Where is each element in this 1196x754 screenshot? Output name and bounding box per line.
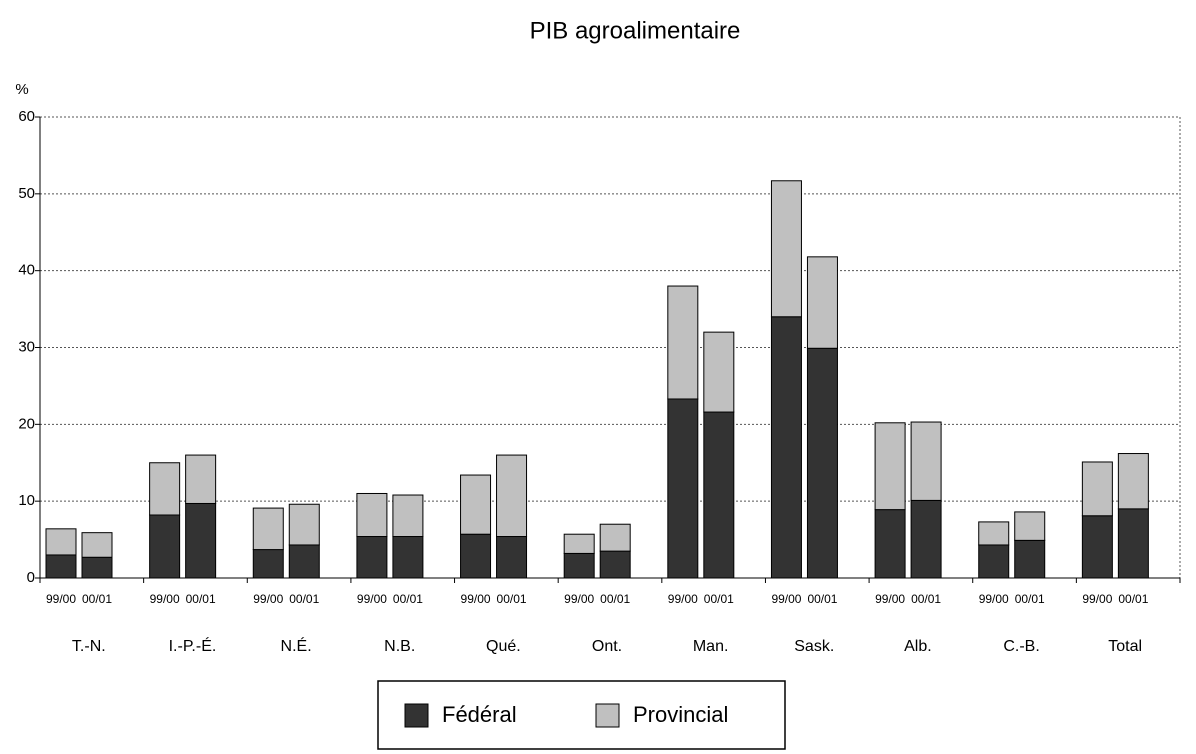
- x-tick-label: Qué.: [486, 638, 521, 655]
- x-tick-label: Man.: [693, 638, 729, 655]
- legend-label: Provincial: [633, 702, 728, 727]
- sub-tick-label: 00/01: [82, 592, 112, 606]
- x-tick-label: Ont.: [592, 638, 622, 655]
- bar-segment: [770, 180, 802, 318]
- x-tick-label: Sask.: [794, 638, 834, 655]
- sub-tick-label: 99/00: [46, 592, 76, 606]
- sub-tick-label: 99/00: [1082, 592, 1112, 606]
- y-tick-label: 30: [18, 338, 35, 355]
- bar-segment: [356, 536, 388, 579]
- bar-segment: [496, 454, 528, 538]
- x-tick-label: C.-B.: [1003, 638, 1039, 655]
- x-tick-label: N.B.: [384, 638, 415, 655]
- bar-segment: [667, 398, 699, 579]
- bar-segment: [460, 533, 492, 579]
- y-tick-label: 10: [18, 492, 35, 509]
- legend-swatch: [595, 703, 620, 728]
- bar-segment: [978, 544, 1010, 579]
- bar-segment: [1014, 539, 1046, 579]
- sub-tick-label: 99/00: [875, 592, 905, 606]
- bar-segment: [460, 474, 492, 535]
- y-tick-label: 20: [18, 415, 35, 432]
- x-tick-label: I.-P.-É.: [169, 636, 217, 655]
- sub-tick-label: 00/01: [1118, 592, 1148, 606]
- bar-segment: [185, 502, 217, 579]
- legend-box: [377, 680, 786, 750]
- sub-tick-label: 00/01: [911, 592, 941, 606]
- sub-tick-label: 00/01: [393, 592, 423, 606]
- bar-segment: [1081, 461, 1113, 517]
- bar-segment: [874, 422, 906, 511]
- bar-segment: [149, 462, 181, 516]
- chart-title: PIB agroalimentaire: [530, 17, 741, 44]
- legend-label: Fédéral: [442, 702, 517, 727]
- bar-segment: [599, 550, 631, 579]
- sub-tick-label: 99/00: [357, 592, 387, 606]
- sub-tick-label: 99/00: [253, 592, 283, 606]
- y-tick-label: 40: [18, 262, 35, 279]
- sub-tick-label: 00/01: [289, 592, 319, 606]
- sub-tick-label: 99/00: [771, 592, 801, 606]
- bar-segment: [703, 331, 735, 413]
- bar-segment: [599, 523, 631, 552]
- bar-segment: [563, 552, 595, 579]
- sub-tick-label: 00/01: [497, 592, 527, 606]
- bar-segment: [149, 514, 181, 579]
- legend-swatch: [404, 703, 429, 728]
- bar-segment: [288, 503, 320, 546]
- bar-segment: [392, 494, 424, 538]
- bar-segment: [978, 521, 1010, 546]
- y-tick-label: 60: [18, 108, 35, 125]
- bar-segment: [806, 347, 838, 579]
- bar-segment: [910, 421, 942, 501]
- sub-tick-label: 00/01: [807, 592, 837, 606]
- bar-segment: [910, 499, 942, 579]
- bar-segment: [1117, 453, 1149, 510]
- x-tick-label: Total: [1108, 638, 1142, 655]
- bar-segment: [874, 509, 906, 579]
- bar-segment: [356, 492, 388, 538]
- bar-segment: [252, 549, 284, 579]
- bar-segment: [1117, 508, 1149, 579]
- bar-segment: [1014, 511, 1046, 541]
- x-tick-label: N.É.: [281, 636, 312, 655]
- bar-segment: [81, 532, 113, 558]
- y-tick-label: 50: [18, 185, 35, 202]
- sub-tick-label: 99/00: [150, 592, 180, 606]
- y-tick-label: 0: [27, 569, 35, 586]
- bar-segment: [45, 528, 77, 556]
- bar-segment: [1081, 515, 1113, 579]
- bar-segment: [703, 411, 735, 579]
- sub-tick-label: 99/00: [461, 592, 491, 606]
- x-tick-label: T.-N.: [72, 638, 106, 655]
- bar-segment: [806, 256, 838, 349]
- bar-segment: [288, 544, 320, 579]
- sub-tick-label: 00/01: [186, 592, 216, 606]
- x-tick-label: Alb.: [904, 638, 932, 655]
- bar-segment: [563, 533, 595, 554]
- bar-segment: [667, 285, 699, 400]
- sub-tick-label: 00/01: [600, 592, 630, 606]
- sub-tick-label: 99/00: [564, 592, 594, 606]
- bar-segment: [392, 536, 424, 579]
- sub-tick-label: 99/00: [979, 592, 1009, 606]
- bar-segment: [252, 507, 284, 551]
- bar-segment: [496, 536, 528, 579]
- bar-segment: [770, 316, 802, 579]
- bar-segment: [45, 554, 77, 579]
- bar-segment: [185, 454, 217, 504]
- sub-tick-label: 99/00: [668, 592, 698, 606]
- sub-tick-label: 00/01: [704, 592, 734, 606]
- y-axis-label: %: [15, 81, 28, 98]
- sub-tick-label: 00/01: [1015, 592, 1045, 606]
- bar-segment: [81, 556, 113, 579]
